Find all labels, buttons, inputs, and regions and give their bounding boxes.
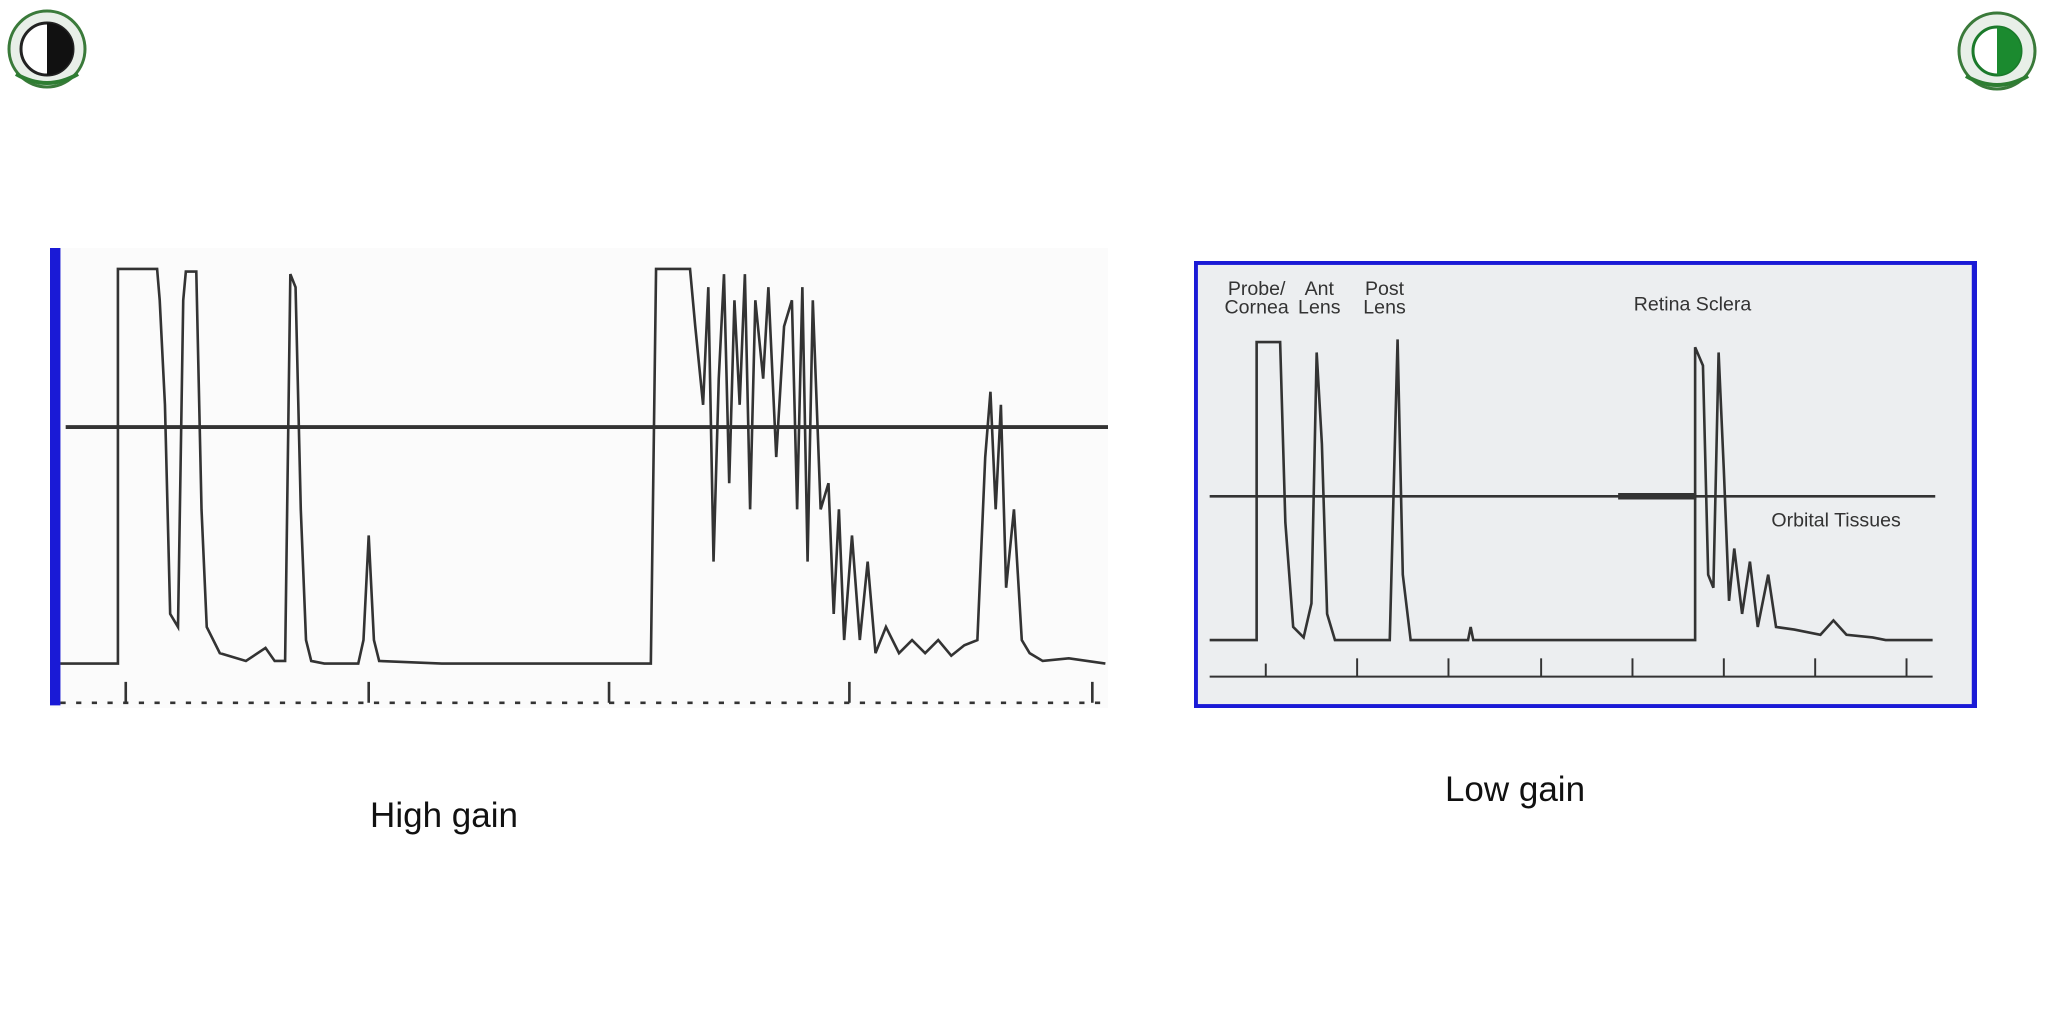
annotation: Ant xyxy=(1305,278,1335,300)
annotation: Post xyxy=(1365,278,1405,300)
annotation: Orbital Tissues xyxy=(1771,509,1901,531)
annotation: Cornea xyxy=(1225,296,1289,318)
logo-right xyxy=(1957,11,2037,91)
logo-left xyxy=(7,9,87,89)
a-scan-low-gain: Probe/ Cornea Ant Lens Post Lens Retina … xyxy=(1194,261,1977,708)
caption: High gain xyxy=(370,796,518,835)
caption: Low gain xyxy=(1444,770,1586,809)
annotation: Lens xyxy=(1363,296,1406,318)
annotation: Lens xyxy=(1298,296,1341,318)
a-scan-high-gain xyxy=(50,248,1108,708)
annotation: Retina Sclera xyxy=(1634,294,1752,316)
annotation: Probe/ xyxy=(1228,278,1286,300)
